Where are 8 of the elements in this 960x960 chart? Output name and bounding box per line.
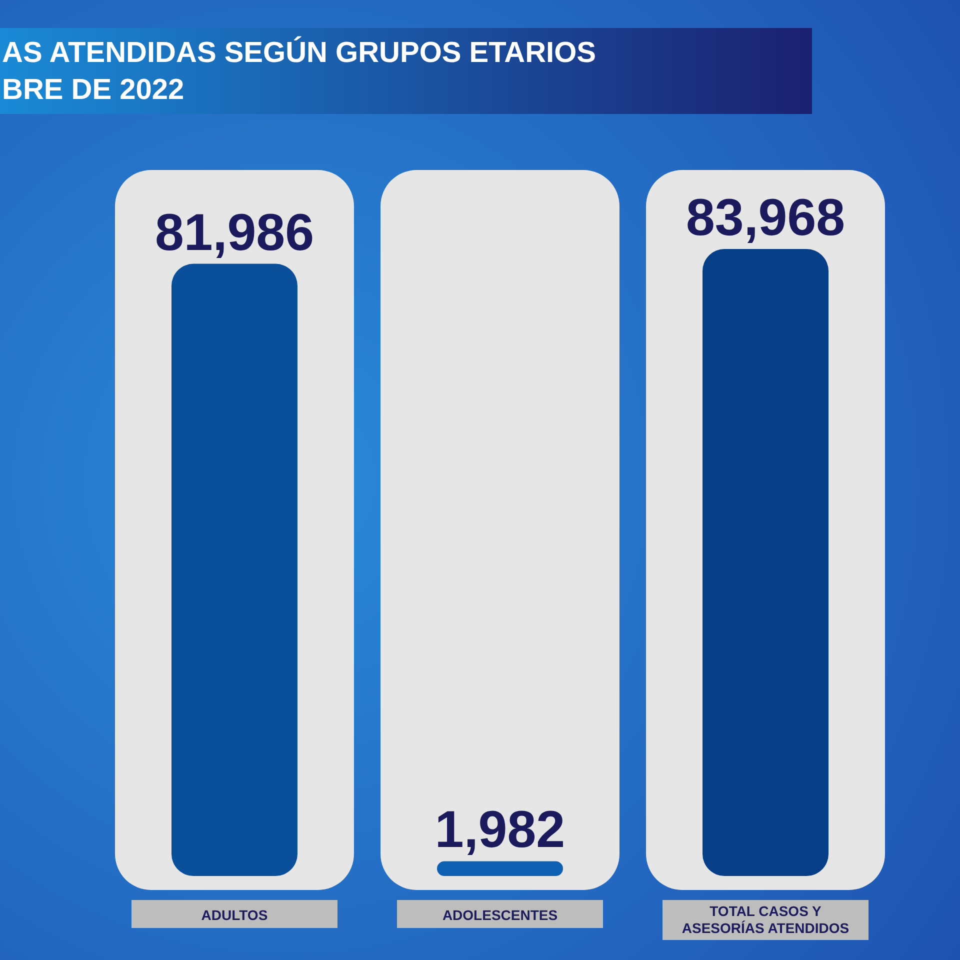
chart-subtitle: BRE DE 2022 (2, 74, 184, 106)
chart-title: AS ATENDIDAS SEGÚN GRUPOS ETARIOS (2, 36, 596, 69)
x-tick-label: TOTAL CASOS Y ASESORÍAS ATENDIDOS (682, 903, 850, 936)
data-label: 81,986 (154, 204, 314, 262)
data-label: 1,982 (434, 801, 566, 860)
x-tick-label: ADOLESCENTES (442, 907, 558, 923)
x-tick-label: ADULTOS (201, 907, 268, 923)
data-label: 83,968 (686, 189, 846, 247)
